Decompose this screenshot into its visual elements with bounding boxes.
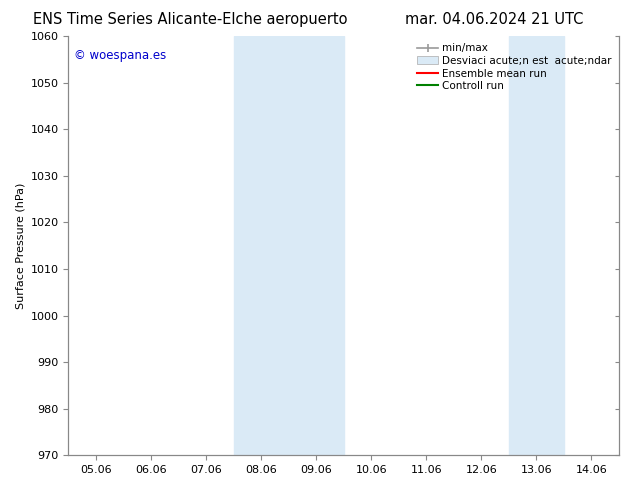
Bar (509, 36, 564, 455)
Y-axis label: Surface Pressure (hPa): Surface Pressure (hPa) (15, 183, 25, 309)
Text: ENS Time Series Alicante-Elche aeropuerto: ENS Time Series Alicante-Elche aeropuert… (33, 12, 347, 27)
Text: © woespana.es: © woespana.es (74, 49, 166, 62)
Bar (288, 36, 344, 455)
Legend: min/max, Desviaci acute;n est  acute;ndar, Ensemble mean run, Controll run: min/max, Desviaci acute;n est acute;ndar… (415, 41, 614, 93)
Text: mar. 04.06.2024 21 UTC: mar. 04.06.2024 21 UTC (405, 12, 584, 27)
Bar (233, 36, 288, 455)
